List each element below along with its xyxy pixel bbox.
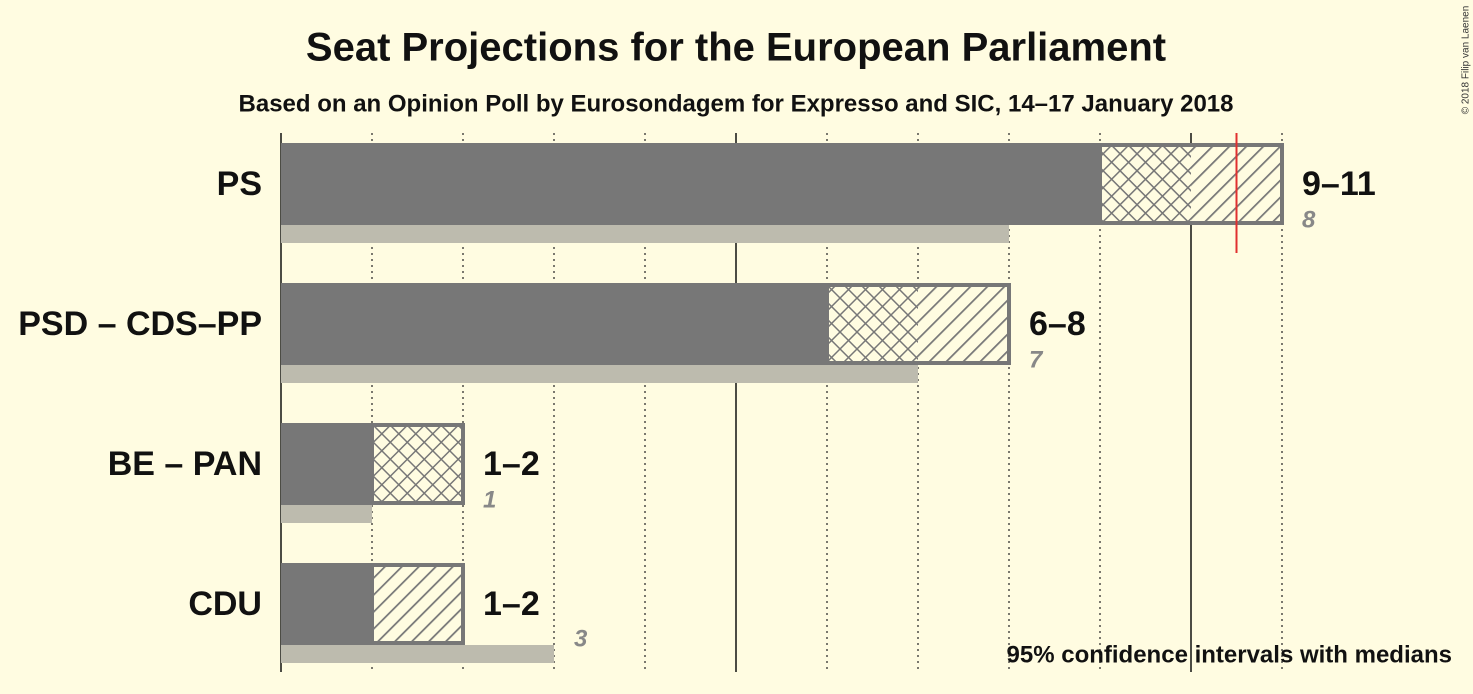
bar-solid — [281, 423, 372, 505]
bar-upper-ci — [918, 283, 1009, 365]
copyright: © 2018 Filip van Laenen — [1461, 6, 1472, 115]
range-label: 1–2 — [483, 585, 540, 623]
range-label: 9–11 — [1302, 165, 1376, 203]
bar-solid — [281, 143, 1100, 225]
bar-upper-ci — [372, 563, 463, 645]
ci-outline — [825, 283, 1011, 365]
range-label: 1–2 — [483, 445, 540, 483]
chart-subtitle: Based on an Opinion Poll by Eurosondagem… — [239, 90, 1234, 117]
last-result-bar — [281, 505, 372, 523]
last-result-bar — [281, 225, 1009, 243]
ci-outline — [370, 563, 465, 645]
ci-outline — [1098, 143, 1284, 225]
bar-lower-ci — [372, 423, 463, 505]
last-result-label: 1 — [483, 486, 496, 513]
party-label: PS — [217, 165, 262, 203]
bar-solid — [281, 563, 372, 645]
bar-lower-ci — [827, 283, 918, 365]
range-label: 6–8 — [1029, 305, 1086, 343]
last-result-label: 3 — [574, 625, 588, 652]
note: 95% confidence intervals with medians — [1007, 641, 1452, 668]
ci-outline — [370, 423, 465, 505]
party-label: CDU — [188, 585, 262, 623]
party-label: PSD – CDS–PP — [18, 305, 262, 343]
last-result-label: 7 — [1029, 346, 1044, 373]
party-label: BE – PAN — [108, 445, 262, 483]
bar-lower-ci — [1100, 143, 1191, 225]
bar-solid — [281, 283, 827, 365]
last-result-label: 8 — [1302, 206, 1316, 233]
last-result-bar — [281, 365, 918, 383]
chart-title: Seat Projections for the European Parlia… — [306, 26, 1166, 70]
last-result-bar — [281, 645, 554, 663]
